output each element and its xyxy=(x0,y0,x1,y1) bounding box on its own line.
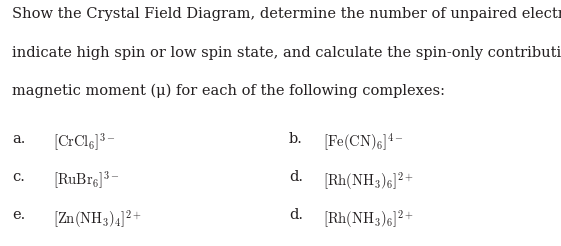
Text: b.: b. xyxy=(289,132,303,146)
Text: $[\mathrm{CrCl_6}]^{3-}$: $[\mathrm{CrCl_6}]^{3-}$ xyxy=(53,132,116,153)
Text: a.: a. xyxy=(12,132,26,146)
Text: $[\mathrm{Rh(NH_3)_6}]^{2+}$: $[\mathrm{Rh(NH_3)_6}]^{2+}$ xyxy=(323,208,413,230)
Text: $[\mathrm{Zn(NH_3)_4}]^{2+}$: $[\mathrm{Zn(NH_3)_4}]^{2+}$ xyxy=(53,208,142,230)
Text: indicate high spin or low spin state, and calculate the spin-only contribution t: indicate high spin or low spin state, an… xyxy=(12,46,561,60)
Text: magnetic moment (μ) for each of the following complexes:: magnetic moment (μ) for each of the foll… xyxy=(12,84,445,98)
Text: Show the Crystal Field Diagram, determine the number of unpaired electrons,: Show the Crystal Field Diagram, determin… xyxy=(12,7,561,21)
Text: d.: d. xyxy=(289,208,303,222)
Text: $[\mathrm{Rh(NH_3)_6}]^{2+}$: $[\mathrm{Rh(NH_3)_6}]^{2+}$ xyxy=(323,170,413,192)
Text: $[\mathrm{RuBr_6}]^{3-}$: $[\mathrm{RuBr_6}]^{3-}$ xyxy=(53,170,119,191)
Text: $[\mathrm{Fe(CN)_6}]^{4-}$: $[\mathrm{Fe(CN)_6}]^{4-}$ xyxy=(323,132,403,154)
Text: d.: d. xyxy=(289,170,303,184)
Text: e.: e. xyxy=(12,208,26,222)
Text: c.: c. xyxy=(12,170,25,184)
